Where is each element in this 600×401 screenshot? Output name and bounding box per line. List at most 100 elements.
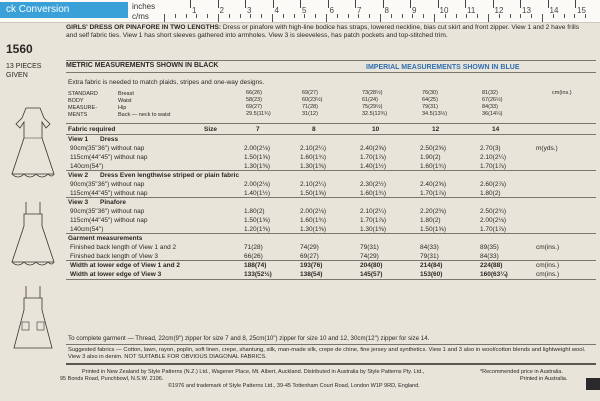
ruler-cm-tick: [196, 14, 198, 18]
ruler-cm-tick: [434, 14, 435, 22]
row-unit: m(yds.): [536, 145, 558, 152]
row-label: 90cm(35"36") without nap: [70, 208, 145, 215]
view-title: View 3: [68, 199, 89, 206]
pattern-desc: Dress or pinafore with high-line bodice …: [66, 24, 580, 40]
ruler-inch-number: 1: [192, 6, 197, 15]
body-measure-row-label: Breast: [118, 91, 134, 97]
row-value: 2.10(2¼): [300, 145, 327, 152]
view-subtitle: Dress Even lengthwise striped or plain f…: [100, 172, 240, 179]
divider: [66, 60, 596, 61]
ruler-cm-tick: [390, 14, 392, 18]
row-value: 2.10(2¼): [480, 154, 507, 161]
row-label: 90cm(35"36") without nap: [70, 181, 145, 188]
body-measure-value: 29.5(11¾): [246, 111, 271, 117]
row-value: 188(74): [244, 262, 267, 269]
ruler-cm-tick: [347, 14, 349, 18]
view-subtitle: Pinafore: [100, 199, 127, 206]
row-value: 2.10(2¼): [360, 208, 387, 215]
row-value: 1.50(1⅝): [244, 217, 271, 224]
row-value: 1.70(1⅞): [480, 226, 507, 233]
view-3-pinafore-sketch: [13, 286, 53, 349]
size-header: 7: [256, 126, 260, 133]
ruler-cm-tick: [488, 14, 489, 22]
ruler-cm-tick: [282, 14, 284, 18]
row-value: 1.60(1¾): [300, 154, 327, 161]
pattern-number: 1560: [6, 42, 33, 56]
row-value: 2.00(2⅛): [300, 208, 327, 215]
ruler-cm-tick: [228, 14, 230, 18]
ruler-inch-number: 8: [384, 6, 389, 15]
corner-mark: [586, 378, 600, 390]
ruler-cm-tick: [444, 14, 446, 18]
row-value: 153(60): [420, 271, 443, 278]
body-measure-value: 69(27): [246, 104, 262, 110]
ruler-inch-tick: [245, 0, 246, 8]
ruler-inch-tick: [465, 0, 466, 8]
body-measure-value: 81(32): [482, 90, 498, 96]
body-measure-value: 75(29½): [362, 104, 383, 110]
ruler-inch-number: 2: [219, 6, 224, 15]
body-measure-row-label: Waist: [118, 98, 132, 104]
row-value: 79(31): [420, 253, 439, 260]
row-value: 204(80): [360, 262, 383, 269]
body-measure-value: 79(31): [422, 104, 438, 110]
ruler-inch-number: 9: [412, 6, 417, 15]
view-1-dress-sketch: [11, 107, 55, 178]
row-value: 1.70(1⅞): [480, 163, 507, 170]
divider: [66, 170, 596, 171]
ruler-cm-tick: [272, 14, 273, 22]
row-value: 1.80(2): [244, 208, 265, 215]
row-value: 2.00(2⅛): [244, 181, 271, 188]
body-measure-label: MENTS: [68, 112, 88, 118]
body-measure-value: 64(25): [422, 97, 438, 103]
row-label: 115cm(44"45") without nap: [70, 217, 148, 224]
footer-price-note: *Recommended price in Australia.: [480, 369, 563, 375]
body-measure-value: 66(26): [246, 90, 262, 96]
size-label: Size: [204, 126, 218, 133]
footer-line-1: Printed in New Zealand by Style Patterns…: [82, 369, 425, 375]
row-value: 1.60(1¾): [360, 190, 387, 197]
row-value: 1.40(1½): [244, 190, 271, 197]
ruler-cm-tick: [520, 14, 522, 18]
row-label: 115cm(44"45") without nap: [70, 190, 148, 197]
footer-printed-in: Printed in Australia.: [520, 376, 568, 382]
ruler-inch-tick: [272, 0, 274, 8]
row-value: 1.30(1⅜): [244, 163, 271, 170]
ruler-cm-tick: [164, 14, 165, 22]
ruler-cm-tick: [466, 14, 468, 18]
row-value: 1.30(1⅜): [360, 226, 387, 233]
ruler-inch-tick: [520, 0, 521, 8]
row-value: 214(84): [420, 262, 443, 269]
divider: [66, 279, 596, 280]
row-value: 1.30(1⅜): [300, 226, 327, 233]
row-value: 1.50(1⅝): [420, 226, 447, 233]
extra-fabric-note: Extra fabric is needed to match plaids, …: [68, 79, 265, 86]
ruler-inch-tick: [575, 0, 576, 8]
row-label: Width at lower edge of View 3: [70, 271, 162, 278]
ruler-cm-tick: [369, 14, 371, 18]
row-value: 1.70(1⅞): [420, 190, 447, 197]
pieces-count: 13 PIECES GIVEN: [6, 62, 41, 80]
row-value: 66(26): [244, 253, 263, 260]
row-value: 89(35): [480, 244, 499, 251]
row-value: 2.40(2⅝): [360, 145, 387, 152]
ruler-inch-number: 14: [549, 6, 559, 15]
ruler-cm-tick: [574, 14, 576, 18]
divider: [66, 197, 596, 198]
row-value: 193(76): [300, 262, 323, 269]
row-value: 1.60(1¾): [300, 217, 327, 224]
divider: [66, 233, 596, 234]
view-title: View 2: [68, 172, 89, 179]
body-measure-value: 60(23½): [302, 97, 323, 103]
ruler-cm-tick: [174, 14, 176, 18]
ruler-cm-tick: [261, 14, 263, 18]
ruler-inch-tick: [410, 0, 411, 8]
row-label: 90cm(35"36") without nap: [70, 145, 145, 152]
body-measure-row-label: Back — neck to waist: [118, 112, 171, 118]
row-label: Width at lower edge of View 1 and 2: [70, 262, 180, 269]
row-value: 2.20(2⅜): [420, 208, 447, 215]
row-value: 138(54): [300, 271, 323, 278]
imperial-label: IMPERIAL MEASUREMENTS SHOWN IN BLUE: [366, 64, 520, 71]
divider: [66, 363, 596, 365]
row-value: 1.30(1⅜): [300, 163, 327, 170]
